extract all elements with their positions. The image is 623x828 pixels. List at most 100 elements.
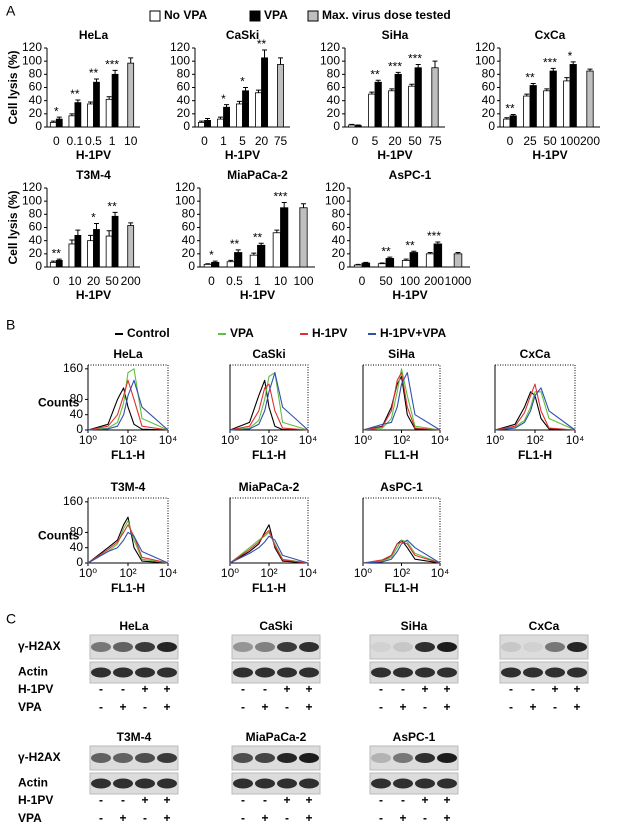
legend-swatch [249, 10, 261, 22]
y-tick-label: 20 [327, 106, 341, 120]
error-bar [355, 263, 361, 266]
y-tick-label: 40 [482, 93, 496, 107]
x-tick-label: 10² [526, 433, 543, 447]
blot-band [277, 642, 297, 652]
bar [563, 80, 571, 128]
significance: ** [525, 71, 535, 85]
treatment-sign: - [553, 700, 557, 714]
y-tick-label: 60 [327, 80, 341, 94]
blot-title: HeLa [119, 619, 149, 633]
blot-band [437, 753, 457, 763]
error-bar [69, 239, 75, 244]
bar [242, 90, 249, 128]
blot-band [299, 667, 319, 678]
treatment-sign: + [529, 700, 536, 714]
histogram-line [87, 531, 169, 564]
treatment-sign: - [509, 682, 513, 696]
bar [68, 243, 76, 268]
blot-band [299, 642, 319, 652]
histogram-line [87, 387, 169, 431]
chart-title: SiHa [382, 28, 409, 42]
blot-band [135, 753, 155, 763]
treatment-sign: + [163, 793, 170, 807]
y-tick-label: 60 [29, 80, 43, 94]
error-bar [198, 120, 204, 123]
treatment-sign: - [531, 682, 535, 696]
error-bar [50, 120, 56, 123]
chart-title: HeLa [113, 347, 143, 361]
x-tick-label: 50 [379, 274, 393, 288]
treatment-sign: + [163, 700, 170, 714]
blot-band [277, 778, 297, 789]
x-tick-label: 10 [68, 274, 82, 288]
blot-band [393, 642, 413, 652]
x-tick-label: 10⁰ [79, 433, 97, 447]
y-tick-label: 0 [76, 555, 83, 569]
bar [549, 70, 557, 128]
error-bar [387, 256, 393, 259]
bar [234, 252, 243, 268]
treatment-sign: - [401, 682, 405, 696]
histogram-line [87, 379, 169, 431]
treatment-sign: - [401, 793, 405, 807]
y-tick-label: 40 [70, 540, 84, 554]
blot-band [415, 753, 435, 763]
blot-band [113, 667, 133, 678]
blot-band [277, 753, 297, 763]
blot-membrane [369, 634, 459, 660]
treatment-sign: + [573, 700, 580, 714]
y-tick-label: 40 [332, 233, 346, 247]
chart-title: SiHa [388, 347, 415, 361]
bar [55, 118, 63, 128]
x-axis-label: FL1-H [252, 581, 286, 595]
bar [198, 121, 205, 128]
error-bar [278, 57, 283, 65]
treatment-sign: + [119, 700, 126, 714]
histogram-line [362, 541, 441, 564]
y-tick-label: 0 [188, 259, 195, 273]
y-tick-label: 0 [35, 119, 42, 133]
x-tick-label: 0 [359, 274, 366, 288]
error-bar [235, 249, 241, 253]
chart-title: CxCa [520, 347, 551, 361]
blot-band [545, 667, 565, 678]
blot-title: CxCa [529, 619, 560, 633]
legend-swatch [149, 10, 161, 22]
x-tick-label: 0 [53, 134, 60, 148]
y-tick-label: 0 [76, 422, 83, 436]
x-tick-label: 20 [255, 134, 269, 148]
histogram-line [87, 520, 169, 564]
x-tick-label: 10² [393, 566, 410, 580]
bar [127, 62, 135, 128]
bar [74, 234, 82, 268]
error-bar [93, 78, 99, 83]
blot-membrane [89, 661, 179, 684]
error-bar [112, 69, 118, 75]
x-tick-label: 10² [119, 433, 136, 447]
blot-band [91, 753, 111, 763]
x-tick-label: 10⁰ [221, 433, 239, 447]
bar [348, 124, 356, 128]
y-tick-label: 80 [29, 207, 43, 221]
histogram-line [229, 372, 309, 431]
blot-band [255, 642, 275, 652]
y-tick-label: 100 [320, 53, 340, 67]
y-tick-label: 120 [320, 40, 340, 54]
treatment-sign: - [263, 682, 267, 696]
histogram-line [229, 379, 309, 431]
bar [203, 263, 212, 268]
y-tick-label: 60 [177, 80, 191, 94]
error-bar [205, 263, 211, 265]
error-bar [75, 229, 81, 236]
blot-band [91, 778, 111, 789]
x-axis-label: H-1PV [377, 148, 412, 162]
x-tick-label: 0 [201, 134, 208, 148]
bar [453, 253, 463, 268]
bar [68, 115, 76, 128]
x-tick-label: 10² [260, 433, 277, 447]
significance: *** [273, 190, 287, 204]
y-tick-label: 40 [327, 93, 341, 107]
y-tick-label: 120 [175, 180, 195, 194]
chart-title: MiaPaCa-2 [239, 480, 300, 494]
x-axis-label: H-1PV [76, 148, 111, 162]
